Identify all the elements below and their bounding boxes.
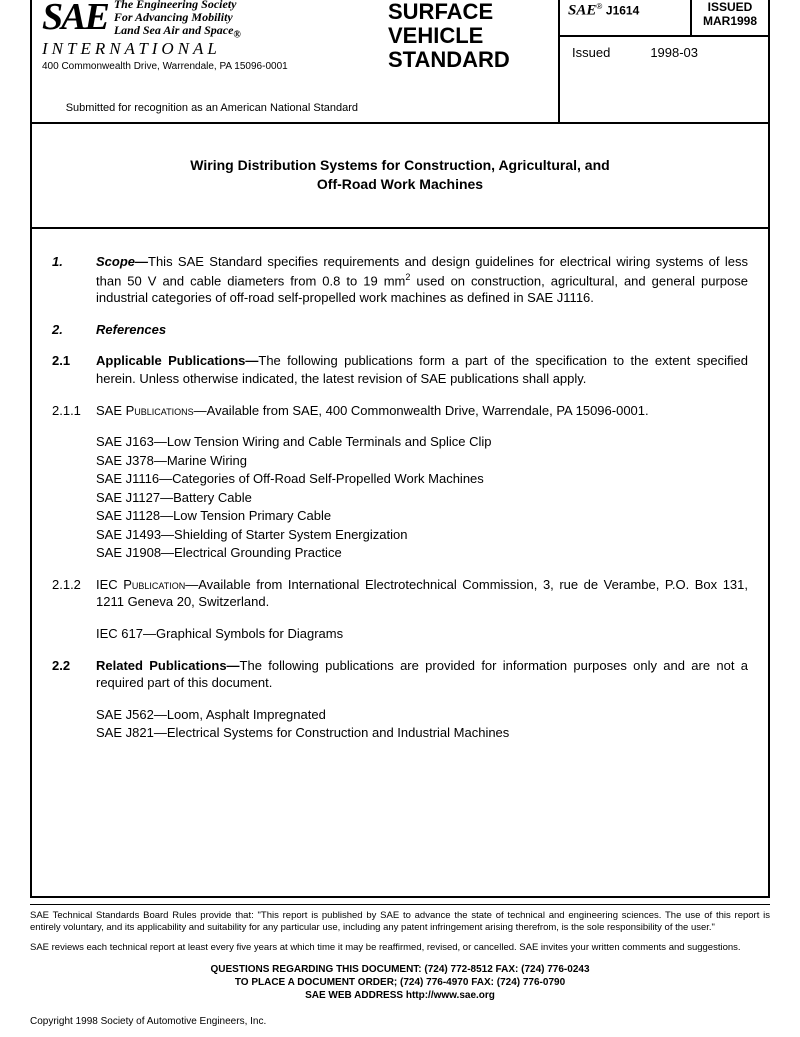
section-2: 2. References	[52, 321, 748, 339]
document-page: SAE The Engineering Society For Advancin…	[0, 0, 800, 1037]
pub-item: SAE J1908—Electrical Grounding Practice	[96, 544, 748, 562]
header-right-row2: Issued 1998-03	[560, 37, 768, 122]
header-left: SAE The Engineering Society For Advancin…	[32, 0, 378, 122]
sec-num: 2.1.2	[52, 576, 96, 611]
sec-head: Applicable Publications—	[96, 353, 258, 368]
section-2-1: 2.1 Applicable Publications—The followin…	[52, 352, 748, 387]
footer-p2: SAE reviews each technical report at lea…	[30, 942, 770, 954]
sec-head: Scope—	[96, 254, 148, 269]
sec-head: SAE Publications	[96, 403, 194, 418]
footer-c3: SAE WEB ADDRESS http://www.sae.org	[30, 989, 770, 1002]
pub-item: SAE J1128—Low Tension Primary Cable	[96, 507, 748, 525]
issued-label: ISSUED	[696, 0, 764, 14]
doc-type: SURFACE VEHICLE STANDARD	[388, 0, 548, 73]
doc-code-cell: SAE® J1614	[560, 0, 690, 35]
international-text: INTERNATIONAL	[42, 39, 368, 59]
pub-item: SAE J1116—Categories of Off-Road Self-Pr…	[96, 470, 748, 488]
header-right: SAE® J1614 ISSUED MAR1998 Issued 1998-03	[558, 0, 768, 122]
pub-item: SAE J1127—Battery Cable	[96, 489, 748, 507]
issued-date: MAR1998	[696, 14, 764, 28]
pub-item: SAE J163—Low Tension Wiring and Cable Te…	[96, 433, 748, 451]
footer-contact: QUESTIONS REGARDING THIS DOCUMENT: (724)…	[30, 963, 770, 1002]
doc-code: J1614	[606, 3, 639, 17]
section-2-1-1: 2.1.1 SAE Publications—Available from SA…	[52, 402, 748, 420]
issued-cell: ISSUED MAR1998	[690, 0, 768, 35]
pub-item: SAE J821—Electrical Systems for Construc…	[96, 724, 748, 742]
sec-num: 1.	[52, 253, 96, 307]
footer-separator	[30, 904, 770, 905]
tagline: The Engineering Society For Advancing Mo…	[114, 0, 241, 41]
pub-item: SAE J1493—Shielding of Starter System En…	[96, 526, 748, 544]
section-1: 1. Scope—This SAE Standard specifies req…	[52, 253, 748, 307]
content-box: 1. Scope—This SAE Standard specifies req…	[30, 229, 770, 898]
address: 400 Commonwealth Drive, Warrendale, PA 1…	[42, 61, 368, 72]
header-right-row1: SAE® J1614 ISSUED MAR1998	[560, 0, 768, 37]
sec-body: Applicable Publications—The following pu…	[96, 352, 748, 387]
pub-item: IEC 617—Graphical Symbols for Diagrams	[96, 625, 748, 643]
sae-small-logo: SAE	[568, 2, 596, 18]
pub-item: SAE J378—Marine Wiring	[96, 452, 748, 470]
sec-num: 2.1	[52, 352, 96, 387]
sec-head: References	[96, 321, 748, 339]
pub-item: SAE J562—Loom, Asphalt Impregnated	[96, 706, 748, 724]
header-box: SAE The Engineering Society For Advancin…	[30, 0, 770, 124]
sec-num: 2.	[52, 321, 96, 339]
pub-list-211: SAE J163—Low Tension Wiring and Cable Te…	[96, 433, 748, 562]
header-mid: SURFACE VEHICLE STANDARD	[378, 0, 558, 122]
section-2-2: 2.2 Related Publications—The following p…	[52, 657, 748, 692]
sec-body: Scope—This SAE Standard specifies requir…	[96, 253, 748, 307]
title-box: Wiring Distribution Systems for Construc…	[30, 124, 770, 229]
logo-row: SAE The Engineering Society For Advancin…	[42, 0, 368, 41]
copyright: Copyright 1998 Society of Automotive Eng…	[30, 1016, 770, 1029]
issued-word: Issued	[572, 45, 610, 114]
sec-head: Related Publications—	[96, 658, 240, 673]
footer: SAE Technical Standards Board Rules prov…	[30, 898, 770, 1037]
submitted-text: Submitted for recognition as an American…	[42, 102, 368, 114]
footer-c1: QUESTIONS REGARDING THIS DOCUMENT: (724)…	[30, 963, 770, 976]
section-2-1-2: 2.1.2 IEC Publication—Available from Int…	[52, 576, 748, 611]
title-l1: Wiring Distribution Systems for Construc…	[52, 156, 748, 176]
footer-c2: TO PLACE A DOCUMENT ORDER; (724) 776-497…	[30, 976, 770, 989]
sec-body: SAE Publications—Available from SAE, 400…	[96, 402, 748, 420]
issued-ym: 1998-03	[650, 45, 698, 114]
sec-head: IEC Publication	[96, 577, 185, 592]
pub-list-22: SAE J562—Loom, Asphalt Impregnated SAE J…	[96, 706, 748, 742]
sae-logo: SAE	[42, 0, 108, 34]
footer-p1: SAE Technical Standards Board Rules prov…	[30, 910, 770, 934]
sec-num: 2.2	[52, 657, 96, 692]
title-l2: Off-Road Work Machines	[52, 175, 748, 195]
sec-body: IEC Publication—Available from Internati…	[96, 576, 748, 611]
pub-list-212: IEC 617—Graphical Symbols for Diagrams	[96, 625, 748, 643]
sec-body: Related Publications—The following publi…	[96, 657, 748, 692]
sec-num: 2.1.1	[52, 402, 96, 420]
